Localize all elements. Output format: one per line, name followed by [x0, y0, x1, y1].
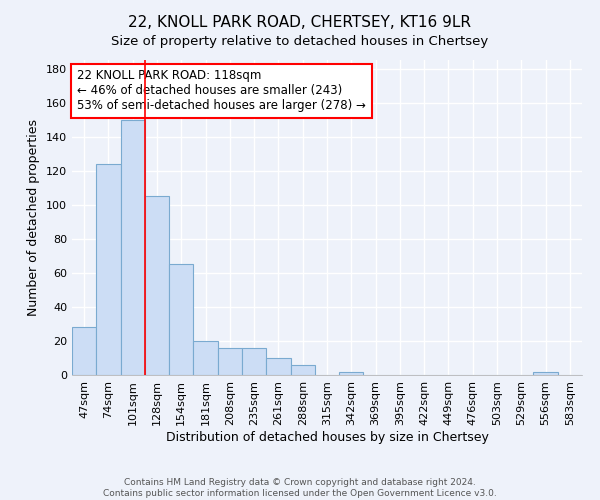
Bar	[193, 341, 218, 375]
Bar	[533, 372, 558, 375]
Bar	[218, 348, 242, 375]
Bar	[339, 372, 364, 375]
Text: 22 KNOLL PARK ROAD: 118sqm
← 46% of detached houses are smaller (243)
53% of sem: 22 KNOLL PARK ROAD: 118sqm ← 46% of deta…	[77, 70, 366, 112]
Bar	[72, 328, 96, 375]
Text: Contains HM Land Registry data © Crown copyright and database right 2024.
Contai: Contains HM Land Registry data © Crown c…	[103, 478, 497, 498]
Text: Size of property relative to detached houses in Chertsey: Size of property relative to detached ho…	[112, 35, 488, 48]
X-axis label: Distribution of detached houses by size in Chertsey: Distribution of detached houses by size …	[166, 430, 488, 444]
Bar	[290, 365, 315, 375]
Text: 22, KNOLL PARK ROAD, CHERTSEY, KT16 9LR: 22, KNOLL PARK ROAD, CHERTSEY, KT16 9LR	[128, 15, 472, 30]
Bar	[145, 196, 169, 375]
Y-axis label: Number of detached properties: Number of detached properties	[28, 119, 40, 316]
Bar	[242, 348, 266, 375]
Bar	[121, 120, 145, 375]
Bar	[266, 358, 290, 375]
Bar	[169, 264, 193, 375]
Bar	[96, 164, 121, 375]
